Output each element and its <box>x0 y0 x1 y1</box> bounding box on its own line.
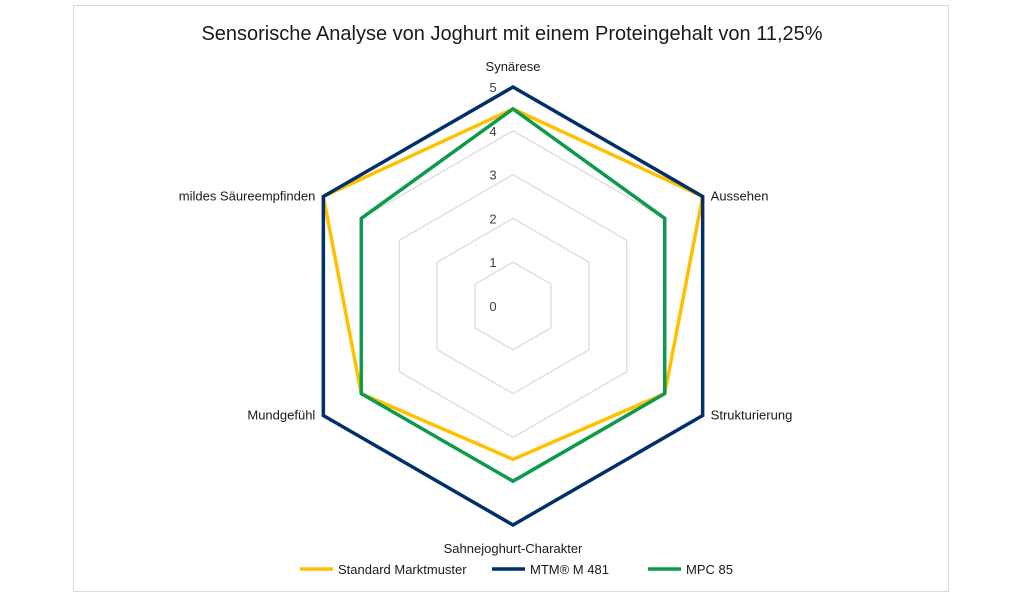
series-lines <box>321 84 705 528</box>
series-line-3 <box>359 106 667 484</box>
category-label: Strukturierung <box>711 408 793 423</box>
category-label: Mundgefühl <box>247 408 315 423</box>
category-label: Sahnejoghurt-Charakter <box>444 541 583 556</box>
grid-ring <box>436 217 590 395</box>
category-label: mildes Säureempfinden <box>179 189 316 204</box>
tick-label: 3 <box>489 168 496 183</box>
category-label: Aussehen <box>711 189 769 204</box>
grid-ring <box>474 261 552 351</box>
legend-label: Standard Marktmuster <box>338 562 467 577</box>
radar-chart: Sensorische Analyse von Joghurt mit eine… <box>179 23 823 577</box>
series-line-1 <box>321 106 705 462</box>
grid-ring <box>398 173 628 439</box>
legend-label: MTM® M 481 <box>530 562 609 577</box>
tick-labels: 0 1 2 3 4 5 <box>489 80 496 314</box>
tick-label: 1 <box>489 255 496 270</box>
tick-label: 4 <box>489 124 496 139</box>
tick-label: 0 <box>489 299 496 314</box>
grid-ring <box>360 130 666 482</box>
legend-label: MPC 85 <box>686 562 733 577</box>
category-labels: Synärese Aussehen Strukturierung Sahnejoghu… <box>179 59 793 556</box>
chart-area: Sensorische Analyse von Joghurt mit eine… <box>73 5 949 592</box>
legend: Standard Marktmuster MTM® M 481 MPC 85 <box>300 562 733 577</box>
tick-label: 2 <box>489 211 496 226</box>
series-line-2 <box>321 84 705 528</box>
category-label: Synärese <box>486 59 541 74</box>
tick-label: 5 <box>489 80 496 95</box>
chart-title: Sensorische Analyse von Joghurt mit eine… <box>201 23 822 45</box>
